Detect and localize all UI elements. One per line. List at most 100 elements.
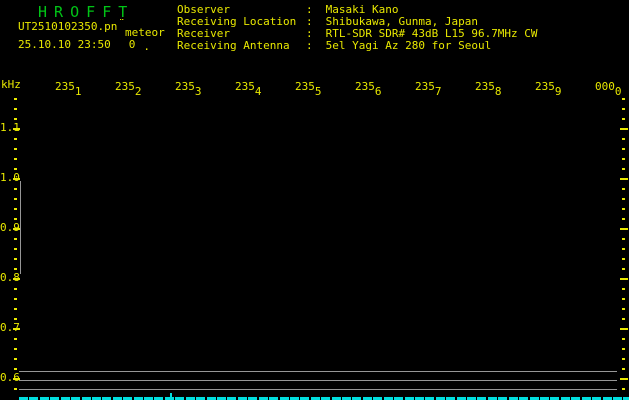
y-axis-major-tick-right — [620, 128, 628, 130]
timeline-segment — [206, 397, 216, 400]
timeline-segment — [154, 397, 164, 400]
timeline-segment — [310, 397, 320, 400]
y-axis-minor-tick-right — [622, 308, 625, 310]
y-axis-minor-tick-right — [622, 168, 625, 170]
x-tick-label: 2352 — [115, 81, 142, 98]
timeline-segment — [446, 397, 456, 400]
timeline-segment — [560, 397, 570, 400]
timeline-segment — [39, 397, 49, 400]
y-axis-minor-tick — [14, 338, 17, 340]
y-tick-label: 0.9 — [0, 221, 20, 234]
timeline-segment — [331, 397, 341, 400]
info-colon: : — [306, 3, 313, 16]
timeline-segment — [394, 397, 404, 400]
info-label: Receiving Location — [177, 15, 297, 28]
station-name: meteor — [124, 26, 165, 39]
timeline-tick — [170, 393, 172, 400]
timeline-segment — [487, 397, 497, 400]
y-axis-minor-tick — [14, 268, 17, 270]
y-axis-minor-tick-right — [622, 388, 625, 390]
y-tick-label: 0.8 — [0, 271, 20, 284]
y-axis-major-tick — [13, 378, 20, 380]
info-value: 5el Yagi Az 280 for Seoul — [325, 39, 492, 52]
x-tick-label: 0000 — [595, 81, 622, 98]
y-axis-minor-tick-right — [622, 318, 625, 320]
filename-line: UT2510102350.pn¨meteor — [18, 18, 165, 39]
y-axis-minor-tick-right — [622, 368, 625, 370]
y-axis-minor-tick — [14, 318, 17, 320]
timeline-segment — [29, 397, 39, 400]
echo-count: 0 — [128, 38, 136, 51]
y-axis-minor-tick — [14, 208, 17, 210]
y-axis-minor-tick — [14, 248, 17, 250]
y-axis-minor-tick-right — [622, 338, 625, 340]
timeline-segment — [81, 397, 91, 400]
y-axis-minor-tick-right — [622, 298, 625, 300]
info-row-receiver: Receiver: RTL-SDR SDR# 43dB L15 96.7MHz C… — [177, 28, 538, 40]
y-axis-minor-tick — [14, 198, 17, 200]
x-tick-label: 2353 — [175, 81, 202, 98]
timeline-segment — [19, 397, 28, 400]
y-axis-major-tick — [13, 328, 20, 330]
timeline-segment — [185, 397, 195, 400]
timeline-segment — [269, 397, 279, 400]
app-title: H R O F F T — [38, 3, 127, 21]
y-axis-minor-tick-right — [622, 208, 625, 210]
y-axis-minor-tick — [14, 348, 17, 350]
y-axis-minor-tick — [14, 168, 17, 170]
y-tick-label: 1.0 — [0, 171, 20, 184]
timeline-segment — [248, 397, 258, 400]
y-axis-minor-tick-right — [622, 118, 625, 120]
timeline-segment — [529, 397, 539, 400]
y-axis-minor-tick-right — [622, 238, 625, 240]
y-axis-minor-tick — [14, 158, 17, 160]
observation-datetime: 25.10.10 23:50 — [18, 38, 111, 51]
timeline-segment — [373, 397, 383, 400]
timeline-segment — [102, 397, 112, 400]
y-axis-minor-tick — [14, 138, 17, 140]
timeline-segment — [612, 397, 622, 400]
timeline-segment — [321, 397, 331, 400]
y-axis-minor-tick-right — [622, 158, 625, 160]
y-axis-minor-tick-right — [622, 148, 625, 150]
timeline-segment — [258, 397, 268, 400]
y-tick-label: 0.6 — [0, 371, 20, 384]
y-axis-minor-tick-right — [622, 268, 625, 270]
info-row-observer: Observer: Masaki Kano — [177, 4, 538, 16]
x-tick-label: 2358 — [475, 81, 502, 98]
timeline-segment — [227, 397, 237, 400]
y-axis-minor-tick-right — [622, 138, 625, 140]
timeline-segment — [123, 397, 133, 400]
info-row-antenna: Receiving Antenna:5el Yagi Az 280 for Se… — [177, 40, 538, 52]
timeline-segment — [342, 397, 352, 400]
y-axis-minor-tick-right — [622, 218, 625, 220]
timeline-segment — [435, 397, 445, 400]
y-axis-minor-tick — [14, 118, 17, 120]
timeline-segment — [456, 397, 466, 400]
timeline-segment — [279, 397, 289, 400]
echo-count-dot: . — [143, 40, 150, 53]
x-tick-label: 2354 — [235, 81, 262, 98]
timeline-segment — [425, 397, 435, 400]
x-tick-label: 2357 — [415, 81, 442, 98]
y-axis-major-tick — [13, 278, 20, 280]
y-axis-major-tick — [13, 228, 20, 230]
info-label: Receiver — [177, 27, 230, 40]
timeline-segment — [352, 397, 362, 400]
info-value: RTL-SDR SDR# 43dB L15 96.7MHz CW — [325, 27, 538, 40]
y-axis-minor-tick — [14, 188, 17, 190]
y-axis-minor-tick-right — [622, 248, 625, 250]
datetime-line: 25.10.10 23:50 0. — [18, 38, 150, 53]
timeline-segment — [623, 397, 629, 400]
timeline-segment — [133, 397, 143, 400]
info-colon: : — [306, 39, 313, 52]
output-filename: UT2510102350.pn — [18, 20, 118, 33]
timeline-segment — [592, 397, 602, 400]
info-colon: : — [306, 27, 313, 40]
y-axis-major-tick-right — [620, 328, 628, 330]
info-value: Shibukawa, Gunma, Japan — [325, 15, 478, 28]
info-label: Receiving Antenna — [177, 39, 290, 52]
y-axis-minor-tick-right — [622, 108, 625, 110]
